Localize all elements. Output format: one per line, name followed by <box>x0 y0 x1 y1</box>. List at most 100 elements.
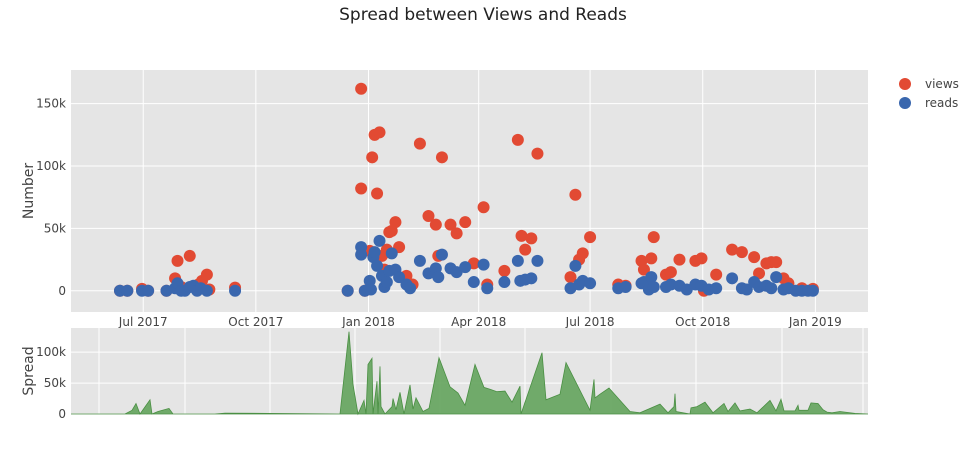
x-tick-label: Jul 2017 <box>118 315 168 329</box>
views-point <box>525 232 538 245</box>
reads-point <box>373 234 386 247</box>
reads-point <box>393 271 406 284</box>
reads-point <box>569 259 582 272</box>
reads-point <box>806 284 819 297</box>
scatter-points <box>113 82 819 297</box>
reads-point <box>432 271 445 284</box>
reads-point <box>511 254 524 267</box>
reads-point <box>710 282 723 295</box>
views-point <box>373 126 386 139</box>
y-axis-title-spread: Spread <box>21 346 37 395</box>
reads-point <box>355 248 368 261</box>
scatter-x-ticks: Jul 2017 Oct 2017 Jan 2018 Apr 2018 Jul 2018… <box>118 315 842 329</box>
views-point <box>569 188 582 201</box>
x-tick-label: Jan 2019 <box>788 315 842 329</box>
reads-point <box>371 259 384 272</box>
reads-point <box>525 272 538 285</box>
reads-point <box>385 247 398 260</box>
views-point <box>511 133 524 146</box>
reads-point <box>531 254 544 267</box>
views-point <box>726 243 739 256</box>
legend-label-reads: reads <box>925 96 958 110</box>
views-point <box>200 268 213 281</box>
reads-point <box>121 284 134 297</box>
reads-point <box>765 282 778 295</box>
views-point <box>531 147 544 160</box>
legend-item-reads[interactable]: reads <box>899 96 958 110</box>
views-point <box>171 254 184 267</box>
y-axis-title-number: Number <box>21 163 37 219</box>
views-point <box>735 246 748 259</box>
views-point <box>584 231 597 244</box>
views-point <box>664 266 677 279</box>
y-tick-label: 150k <box>36 97 66 111</box>
views-point <box>770 256 783 269</box>
chart-title: Spread between Views and Reads <box>339 5 627 25</box>
reads-point <box>645 271 658 284</box>
views-point <box>753 267 766 280</box>
y-tick-label: 100k <box>36 159 66 173</box>
reads-point <box>481 282 494 295</box>
x-tick-label: Oct 2017 <box>228 315 283 329</box>
views-point <box>366 151 379 164</box>
reads-point <box>229 284 242 297</box>
y-tick-label: 50k <box>44 376 66 390</box>
views-point <box>498 264 511 277</box>
reads-point <box>770 271 783 284</box>
views-marker-icon <box>899 78 911 90</box>
views-point <box>429 218 442 231</box>
views-point <box>519 243 532 256</box>
views-point <box>450 227 463 240</box>
scatter-y-ticks: 0 50k 100k 150k <box>36 97 66 298</box>
views-point <box>183 249 196 262</box>
reads-point <box>467 276 480 289</box>
views-point <box>710 268 723 281</box>
views-point <box>647 231 660 244</box>
spread-area <box>71 331 869 416</box>
scatter-plot[interactable]: 0 50k 100k 150k Jul 2017 Oct 2017 Jan 2018 Apr… <box>21 70 868 329</box>
reads-point <box>726 272 739 285</box>
x-tick-label: Apr 2018 <box>451 315 506 329</box>
views-point <box>564 271 577 284</box>
legend-label-views: views <box>925 77 959 91</box>
reads-point <box>364 283 377 296</box>
spread-y-ticks: 0 50k 100k <box>36 345 66 421</box>
views-point <box>413 137 426 150</box>
reads-point <box>380 276 393 289</box>
reads-point <box>435 248 448 261</box>
views-point <box>645 252 658 265</box>
views-point <box>695 252 708 265</box>
legend-item-views[interactable]: views <box>899 77 959 91</box>
reads-point <box>477 258 490 271</box>
reads-point <box>368 246 381 259</box>
reads-point <box>498 276 511 289</box>
reads-point <box>647 281 660 294</box>
scatter-plot-area[interactable] <box>71 70 868 312</box>
views-point <box>444 218 457 231</box>
views-point <box>748 251 761 264</box>
reads-marker-icon <box>899 97 911 109</box>
y-tick-label: 0 <box>58 407 66 421</box>
views-point <box>355 82 368 95</box>
views-point <box>371 187 384 200</box>
reads-point <box>200 284 213 297</box>
views-point <box>355 182 368 195</box>
x-tick-label: Oct 2018 <box>675 315 730 329</box>
y-tick-label: 100k <box>36 345 66 359</box>
reads-point <box>363 274 376 287</box>
reads-point <box>619 281 632 294</box>
x-tick-label: Jan 2018 <box>341 315 395 329</box>
scatter-gridlines <box>71 70 868 312</box>
views-point <box>477 201 490 214</box>
views-point <box>389 216 402 229</box>
spread-area-plot[interactable]: 0 50k 100k Spread <box>21 328 869 421</box>
views-point <box>459 216 472 229</box>
views-point <box>576 247 589 260</box>
legend[interactable]: views reads <box>899 77 959 110</box>
reads-point <box>584 277 597 290</box>
y-tick-label: 0 <box>58 284 66 298</box>
x-tick-label: Jul 2018 <box>565 315 615 329</box>
views-point <box>673 253 686 266</box>
views-point <box>435 151 448 164</box>
